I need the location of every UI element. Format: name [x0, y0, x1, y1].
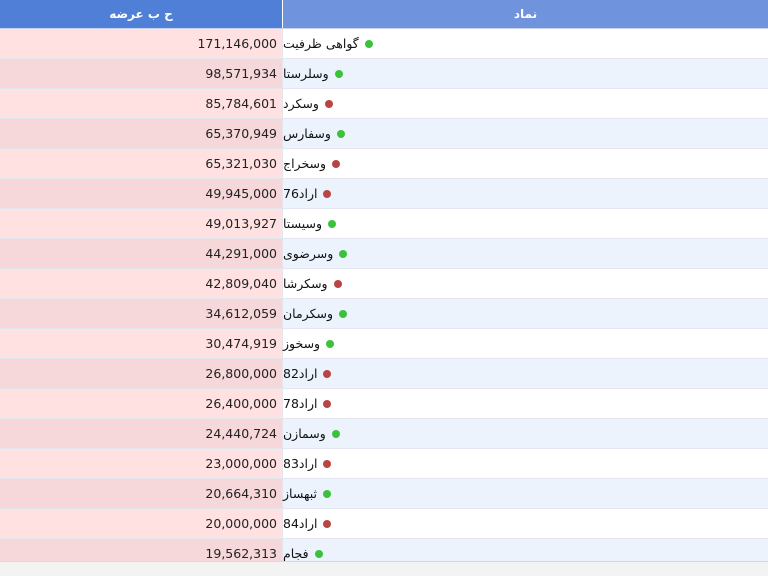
volume-cell: 26,400,000 [0, 389, 283, 418]
table-row[interactable]: 26,800,000 اراد82 [0, 359, 768, 389]
table-row[interactable]: 98,571,934 وسلرستا [0, 59, 768, 89]
symbol-name: وسخراج [283, 156, 327, 171]
status-dot-down-icon [323, 519, 332, 528]
table-row[interactable]: 49,945,000 اراد76 [0, 179, 768, 209]
status-dot-up-icon [323, 489, 332, 498]
status-dot-up-icon [364, 39, 373, 48]
table-row[interactable]: 171,146,000 گواهی ظرفیت [0, 29, 768, 59]
symbol-cell[interactable]: وسخراج [283, 149, 768, 178]
volume-cell: 26,800,000 [0, 359, 283, 388]
symbol-name: فجام [283, 546, 309, 561]
status-dot-up-icon [326, 339, 335, 348]
table-row[interactable]: 85,784,601 وسکرد [0, 89, 768, 119]
status-dot-down-icon [332, 159, 341, 168]
column-header-volume[interactable]: ح ب عرضه [0, 0, 283, 28]
status-dot-down-icon [323, 399, 332, 408]
table-row[interactable]: 49,013,927 وسیستا [0, 209, 768, 239]
status-dot-up-icon [339, 249, 348, 258]
symbol-name: وسمازن [283, 426, 326, 441]
symbol-name: وسلرستا [283, 66, 329, 81]
table-row[interactable]: 19,562,313 فجام [0, 539, 768, 562]
table-row[interactable]: 26,400,000 اراد78 [0, 389, 768, 419]
symbol-cell[interactable]: اراد78 [283, 389, 768, 418]
symbol-cell[interactable]: ثبهساز [283, 479, 768, 508]
symbol-name: وسکرمان [283, 306, 333, 321]
status-dot-up-icon [331, 429, 340, 438]
symbol-cell[interactable]: وسخوز [283, 329, 768, 358]
symbol-cell[interactable]: وسکرشا [283, 269, 768, 298]
status-dot-up-icon [339, 309, 347, 318]
status-dot-down-icon [323, 459, 332, 468]
status-dot-down-icon [323, 189, 332, 198]
symbol-cell[interactable]: اراد76 [283, 179, 768, 208]
symbol-name: وسفارس [283, 126, 331, 141]
symbol-name: وسخوز [283, 336, 321, 351]
symbol-cell[interactable]: وسیستا [283, 209, 768, 238]
volume-cell: 42,809,040 [0, 269, 283, 298]
volume-cell: 44,291,000 [0, 239, 283, 268]
status-dot-down-icon [323, 369, 332, 378]
symbol-name: اراد83 [283, 456, 318, 471]
symbol-cell[interactable]: وسکرمان [283, 299, 768, 328]
volume-cell: 20,000,000 [0, 509, 283, 538]
horizontal-scrollbar[interactable] [0, 561, 768, 576]
symbol-cell[interactable]: اراد84 [283, 509, 768, 538]
volume-cell: 23,000,000 [0, 449, 283, 478]
volume-cell: 85,784,601 [0, 89, 283, 118]
table-row[interactable]: 65,321,030 وسخراج [0, 149, 768, 179]
symbol-cell[interactable]: اراد83 [283, 449, 768, 478]
table-row[interactable]: 23,000,000 اراد83 [0, 449, 768, 479]
symbol-name: گواهی ظرفیت [283, 36, 359, 51]
volume-cell: 30,474,919 [0, 329, 283, 358]
symbol-cell[interactable]: وسرضوی [283, 239, 768, 268]
volume-cell: 49,013,927 [0, 209, 283, 238]
table-row[interactable]: 20,664,310 ثبهساز [0, 479, 768, 509]
symbol-cell[interactable]: وسمازن [283, 419, 768, 448]
table-row[interactable]: 34,612,059 وسکرمان [0, 299, 768, 329]
symbol-name: اراد78 [283, 396, 318, 411]
symbol-cell[interactable]: وسکرد [283, 89, 768, 118]
symbol-name: اراد82 [283, 366, 318, 381]
status-dot-down-icon [324, 99, 333, 108]
volume-cell: 171,146,000 [0, 29, 283, 58]
symbol-cell[interactable]: وسلرستا [283, 59, 768, 88]
symbol-cell[interactable]: فجام [283, 539, 768, 562]
status-dot-up-icon [314, 549, 323, 558]
status-dot-up-icon [328, 219, 337, 228]
volume-cell: 65,370,949 [0, 119, 283, 148]
table-row[interactable]: 42,809,040 وسکرشا [0, 269, 768, 299]
volume-cell: 34,612,059 [0, 299, 283, 328]
table-row[interactable]: 65,370,949 وسفارس [0, 119, 768, 149]
volume-cell: 65,321,030 [0, 149, 283, 178]
symbol-cell[interactable]: وسفارس [283, 119, 768, 148]
table-row[interactable]: 24,440,724 وسمازن [0, 419, 768, 449]
status-dot-down-icon [333, 279, 342, 288]
symbol-cell[interactable]: اراد82 [283, 359, 768, 388]
symbol-name: ثبهساز [283, 486, 318, 501]
symbol-name: وسکرشا [283, 276, 328, 291]
table-row[interactable]: 30,474,919 وسخوز [0, 329, 768, 359]
status-dot-up-icon [334, 69, 343, 78]
symbol-name: وسکرد [283, 96, 319, 111]
table-header: ح ب عرضه نماد [0, 0, 768, 29]
volume-cell: 49,945,000 [0, 179, 283, 208]
volume-cell: 24,440,724 [0, 419, 283, 448]
symbol-name: وسرضوی [283, 246, 334, 261]
volume-cell: 19,562,313 [0, 539, 283, 562]
volume-cell: 20,664,310 [0, 479, 283, 508]
symbol-name: اراد76 [283, 186, 318, 201]
symbol-name: اراد84 [283, 516, 318, 531]
table-body: 171,146,000 گواهی ظرفیت 98,571,934 وسلرستا 8… [0, 29, 768, 562]
symbol-name: وسیستا [283, 216, 323, 231]
column-header-symbol[interactable]: نماد [283, 0, 768, 28]
status-dot-up-icon [336, 129, 345, 138]
symbol-cell[interactable]: گواهی ظرفیت [283, 29, 768, 58]
volume-cell: 98,571,934 [0, 59, 283, 88]
table-row[interactable]: 44,291,000 وسرضوی [0, 239, 768, 269]
table-row[interactable]: 20,000,000 اراد84 [0, 509, 768, 539]
